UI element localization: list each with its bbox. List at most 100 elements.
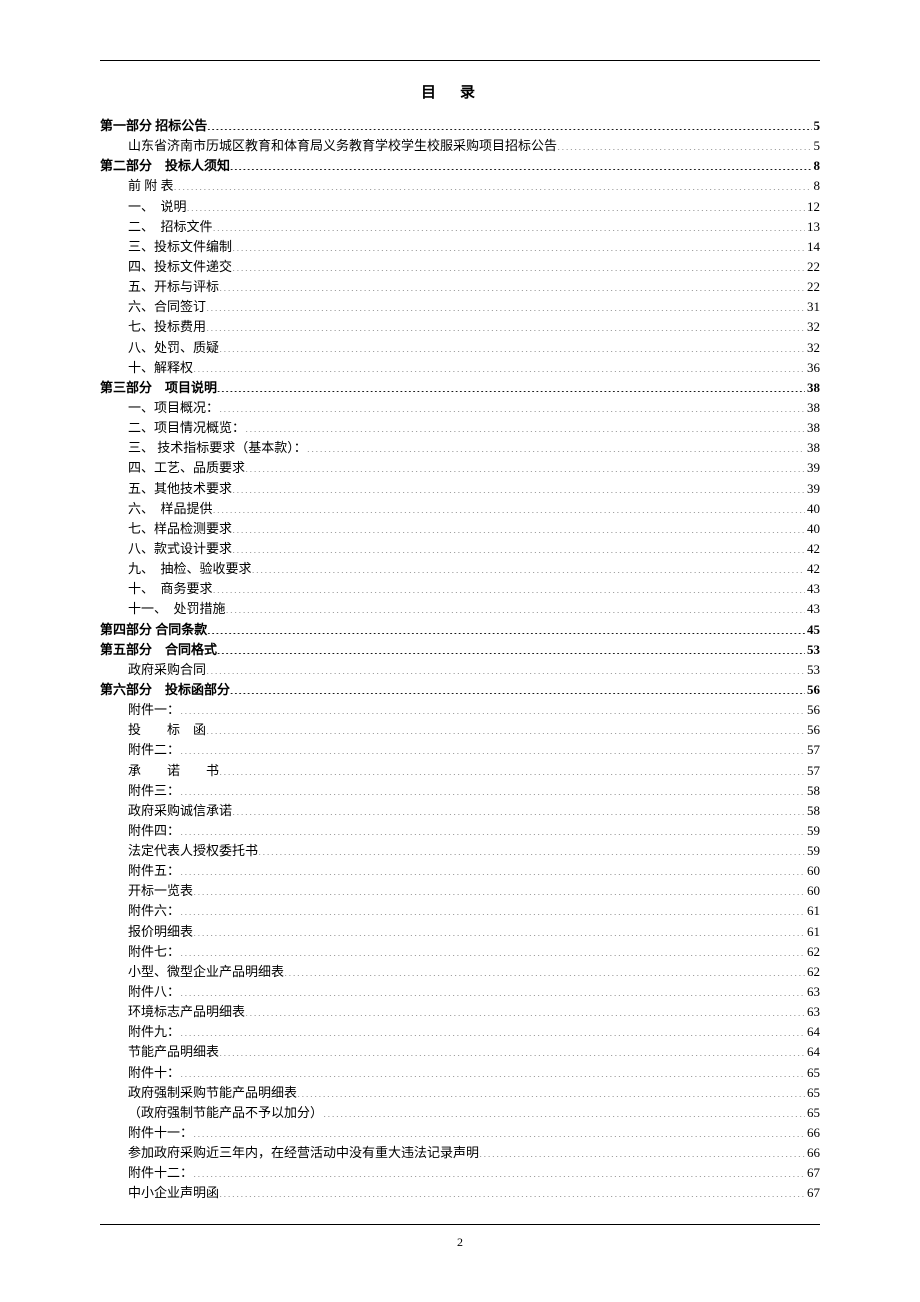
toc-entry: 开标一览表60: [100, 881, 820, 901]
toc-entry: 附件十一： 66: [100, 1123, 820, 1143]
toc-entry-page: 53: [805, 660, 820, 680]
toc-entry: 十、 商务要求43: [100, 579, 820, 599]
toc-entry-label: 第三部分 项目说明: [100, 378, 217, 398]
toc-entry-label: 十一、 处罚措施: [128, 599, 226, 619]
toc-leader-dots: [226, 600, 805, 613]
toc-entry-label: 附件五：: [128, 861, 180, 881]
toc-entry: 三、投标文件编制14: [100, 237, 820, 257]
toc-entry-page: 53: [805, 640, 820, 660]
toc-leader-dots: [206, 318, 805, 331]
toc-entry-label: 政府采购诚信承诺: [128, 801, 232, 821]
toc-entry-page: 59: [805, 841, 820, 861]
toc-entry-page: 66: [805, 1143, 820, 1163]
toc-leader-dots: [217, 379, 805, 392]
toc-entry-page: 67: [805, 1183, 820, 1203]
toc-leader-dots: [258, 842, 805, 855]
toc-entry-label: 前 附 表: [128, 176, 174, 196]
toc-entry-label: 附件八：: [128, 982, 180, 1002]
toc-entry: 四、工艺、品质要求39: [100, 458, 820, 478]
toc-entry-label: 第六部分 投标函部分: [100, 680, 230, 700]
toc-leader-dots: [232, 238, 805, 251]
toc-entry-label: 附件三：: [128, 781, 180, 801]
toc-entry-page: 39: [805, 458, 820, 478]
toc-leader-dots: [193, 882, 805, 895]
toc-entry-page: 38: [805, 418, 820, 438]
toc-entry-label: 第五部分 合同格式: [100, 640, 217, 660]
toc-entry-page: 63: [805, 1002, 820, 1022]
toc-entry-label: 三、 技术指标要求（基本款）：: [128, 438, 307, 458]
toc-entry-label: 四、投标文件递交: [128, 257, 232, 277]
toc-entry-label: 第二部分 投标人须知: [100, 156, 230, 176]
toc-entry: 三、 技术指标要求（基本款）： 38: [100, 438, 820, 458]
toc-leader-dots: [180, 782, 805, 795]
toc-entry-page: 8: [812, 156, 821, 176]
toc-entry: 五、其他技术要求39: [100, 479, 820, 499]
toc-entry: 附件十二：67: [100, 1163, 820, 1183]
toc-entry: 二、项目情况概览： 38: [100, 418, 820, 438]
toc-entry: （政府强制节能产品不予以加分）65: [100, 1103, 820, 1123]
toc-entry-page: 13: [805, 217, 820, 237]
toc-leader-dots: [232, 480, 805, 493]
toc-entry: 十、解释权 36: [100, 358, 820, 378]
toc-entry-page: 14: [805, 237, 820, 257]
toc-entry: 八、处罚、质疑32: [100, 338, 820, 358]
toc-entry: 附件三：58: [100, 781, 820, 801]
toc-entry: 报价明细表61: [100, 922, 820, 942]
toc-entry-label: 小型、微型企业产品明细表: [128, 962, 284, 982]
toc-leader-dots: [557, 137, 811, 150]
toc-leader-dots: [232, 802, 805, 815]
page-border-top: [100, 60, 820, 61]
toc-leader-dots: [219, 278, 805, 291]
toc-leader-dots: [193, 359, 805, 372]
toc-leader-dots: [180, 741, 805, 754]
toc-leader-dots: [232, 520, 805, 533]
toc-entry-label: 二、项目情况概览：: [128, 418, 245, 438]
toc-entry-label: 中小企业声明函: [128, 1183, 219, 1203]
toc-entry: 第四部分 合同条款45: [100, 620, 820, 640]
toc-entry-page: 12: [805, 197, 820, 217]
toc-entry-page: 66: [805, 1123, 820, 1143]
toc-entry: 第六部分 投标函部分56: [100, 680, 820, 700]
toc-entry: 十一、 处罚措施43: [100, 599, 820, 619]
toc-entry-page: 32: [805, 338, 820, 358]
toc-leader-dots: [245, 419, 805, 432]
toc-entry-label: 附件十一：: [128, 1123, 193, 1143]
toc-entry-page: 67: [805, 1163, 820, 1183]
toc-leader-dots: [213, 218, 805, 231]
toc-entry: 二、 招标文件13: [100, 217, 820, 237]
toc-entry: 七、投标费用32: [100, 317, 820, 337]
toc-entry-label: 附件四：: [128, 821, 180, 841]
toc-entry-page: 40: [805, 519, 820, 539]
toc-entry-label: 十、解释权: [128, 358, 193, 378]
toc-entry: 附件二：57: [100, 740, 820, 760]
toc-entry: 一、项目概况：38: [100, 398, 820, 418]
toc-leader-dots: [219, 339, 805, 352]
toc-entry-label: 政府采购合同: [128, 660, 206, 680]
toc-leader-dots: [206, 661, 805, 674]
toc-leader-dots: [206, 721, 805, 734]
toc-entry-page: 58: [805, 801, 820, 821]
toc-entry-page: 38: [805, 438, 820, 458]
toc-leader-dots: [297, 1084, 805, 1097]
toc-entry-label: 附件一：: [128, 700, 180, 720]
toc-entry: 第二部分 投标人须知 8: [100, 156, 820, 176]
toc-entry-label: 十、 商务要求: [128, 579, 213, 599]
toc-leader-dots: [219, 1043, 805, 1056]
toc-entry-page: 36: [805, 358, 820, 378]
toc-entry-label: 山东省济南市历城区教育和体育局义务教育学校学生校服采购项目招标公告: [128, 136, 557, 156]
toc-entry: 四、投标文件递交22: [100, 257, 820, 277]
toc-entry-page: 64: [805, 1022, 820, 1042]
toc-entry-page: 60: [805, 881, 820, 901]
toc-entry-page: 64: [805, 1042, 820, 1062]
toc-entry-page: 62: [805, 942, 820, 962]
toc-leader-dots: [180, 943, 805, 956]
toc-entry-label: 附件十：: [128, 1063, 180, 1083]
toc-container: 第一部分 招标公告5山东省济南市历城区教育和体育局义务教育学校学生校服采购项目招…: [100, 116, 820, 1204]
toc-entry-page: 59: [805, 821, 820, 841]
toc-entry-label: 七、样品检测要求: [128, 519, 232, 539]
toc-entry-page: 56: [805, 700, 820, 720]
toc-entry-label: 报价明细表: [128, 922, 193, 942]
toc-entry: 政府采购合同 53: [100, 660, 820, 680]
toc-leader-dots: [245, 459, 805, 472]
toc-entry: 六、合同签订31: [100, 297, 820, 317]
